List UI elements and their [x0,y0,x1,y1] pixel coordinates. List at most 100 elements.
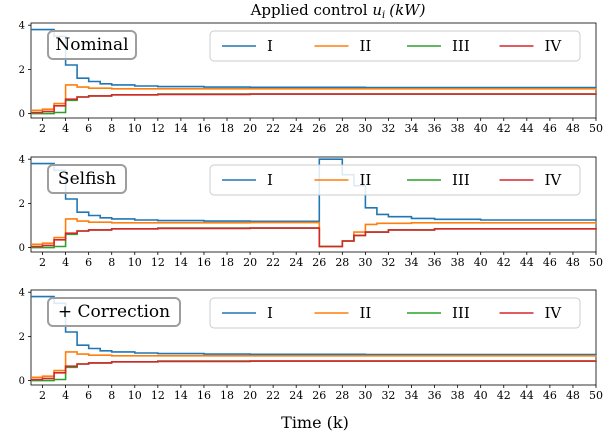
x-tick-label: 18 [220,122,234,135]
x-tick-label: 16 [197,122,211,135]
x-tick-label: 28 [335,122,349,135]
y-tick-label: 2 [19,65,25,76]
legend-box [209,30,581,62]
x-tick-label: 26 [312,122,326,135]
x-tick-label: 28 [335,256,349,269]
x-tick-label: 36 [428,122,442,135]
legend-label-I: I [267,171,273,189]
series-line-IV [31,360,597,381]
x-tick-label: 26 [312,256,326,269]
x-tick-label: 22 [266,389,280,402]
series-line-II [31,84,597,112]
x-tick-label: 18 [220,256,234,269]
axes-frame [30,22,597,119]
x-tick-label: 42 [497,122,511,135]
x-tick-label: 6 [85,122,92,135]
x-tick-label: 38 [451,389,465,402]
y-tick-label: 4 [19,288,25,299]
legend-label-II: II [360,304,372,322]
legend-box [209,297,581,329]
x-tick-label: 36 [428,389,442,402]
x-tick-label: 12 [151,122,165,135]
x-tick-label: 38 [451,256,465,269]
x-tick-label: 34 [405,122,419,135]
x-tick-label: 46 [543,256,557,269]
x-tick-label: 24 [289,256,303,269]
x-tick-label: 38 [451,122,465,135]
x-tick-label: 20 [243,256,257,269]
panel-label: + Correction [58,302,170,322]
x-tick-label: 14 [174,389,188,402]
x-tick-label: 44 [520,389,534,402]
x-tick-label: 40 [474,256,488,269]
x-tick-label: 16 [197,389,211,402]
x-tick-label: 2 [39,389,46,402]
legend-box [209,164,581,196]
x-tick-label: 22 [266,122,280,135]
y-tick-label: 0 [19,109,25,120]
x-tick-label: 8 [108,256,115,269]
x-tick-label: 24 [289,122,303,135]
y-tick-label: 2 [19,199,25,210]
series-line-II [31,351,597,379]
x-tick-label: 2 [39,122,46,135]
x-tick-label: 20 [243,122,257,135]
panels: 2 4 6 8 10 12 14 16 18 20 22 24 26 28 30 32 34 36 38 40 42 44… [19,21,603,402]
x-tick-label: 42 [497,389,511,402]
x-axis-label: Time (k) [281,413,349,432]
x-tick-label: 32 [381,389,395,402]
series-line-I [31,158,597,223]
y-tick-label: 4 [19,155,25,166]
y-tick-label: 2 [19,332,25,343]
x-tick-label: 42 [497,256,511,269]
x-tick-label: 14 [174,256,188,269]
legend-label-II: II [360,37,372,55]
x-tick-label: 16 [197,256,211,269]
y-tick-label: 0 [19,243,25,254]
x-tick-label: 34 [405,389,419,402]
series-line-IV [31,93,597,114]
x-tick-label: 30 [358,122,372,135]
x-tick-label: 12 [151,256,165,269]
x-tick-label: 40 [474,122,488,135]
axes-frame [30,289,597,386]
x-tick-label: 8 [108,389,115,402]
x-tick-label: 32 [381,256,395,269]
panel-label: Selfish [58,169,116,189]
x-tick-label: 32 [381,122,395,135]
panel-1: 2 4 6 8 10 12 14 16 18 20 22 24 26 28 30 32 34 36 38 40 42 44… [19,21,603,135]
x-tick-label: 36 [428,256,442,269]
series-line-III [31,360,597,382]
x-tick-label: 12 [151,389,165,402]
x-tick-label: 40 [474,389,488,402]
x-tick-label: 6 [85,389,92,402]
x-tick-label: 24 [289,389,303,402]
x-tick-label: 10 [128,389,142,402]
x-tick-label: 50 [589,389,603,402]
x-tick-label: 4 [62,122,69,135]
y-tick-label: 4 [19,21,25,32]
x-tick-label: 4 [62,256,69,269]
legend-label-III: III [452,171,470,189]
x-tick-label: 2 [39,256,46,269]
panel-label: Nominal [55,35,128,55]
x-tick-label: 44 [520,256,534,269]
legend-label-IV: IV [545,304,563,322]
panel-2: 2 4 6 8 10 12 14 16 18 20 22 24 26 28 30 32 34 36 38 40 42 44… [19,155,603,269]
legend-label-I: I [267,37,273,55]
panel-label-box [47,164,127,194]
x-tick-label: 20 [243,389,257,402]
x-tick-label: 10 [128,256,142,269]
x-tick-label: 50 [589,122,603,135]
x-tick-label: 50 [589,256,603,269]
legend-label-III: III [452,37,470,55]
x-tick-label: 46 [543,389,557,402]
x-tick-label: 10 [128,122,142,135]
series-line-III [31,227,597,249]
x-tick-label: 46 [543,122,557,135]
panel-3: 2 4 6 8 10 12 14 16 18 20 22 24 26 28 30 32 34 36 38 40 42 44… [19,288,603,402]
x-tick-label: 8 [108,122,115,135]
legend-label-I: I [267,304,273,322]
series-line-III [31,93,597,115]
